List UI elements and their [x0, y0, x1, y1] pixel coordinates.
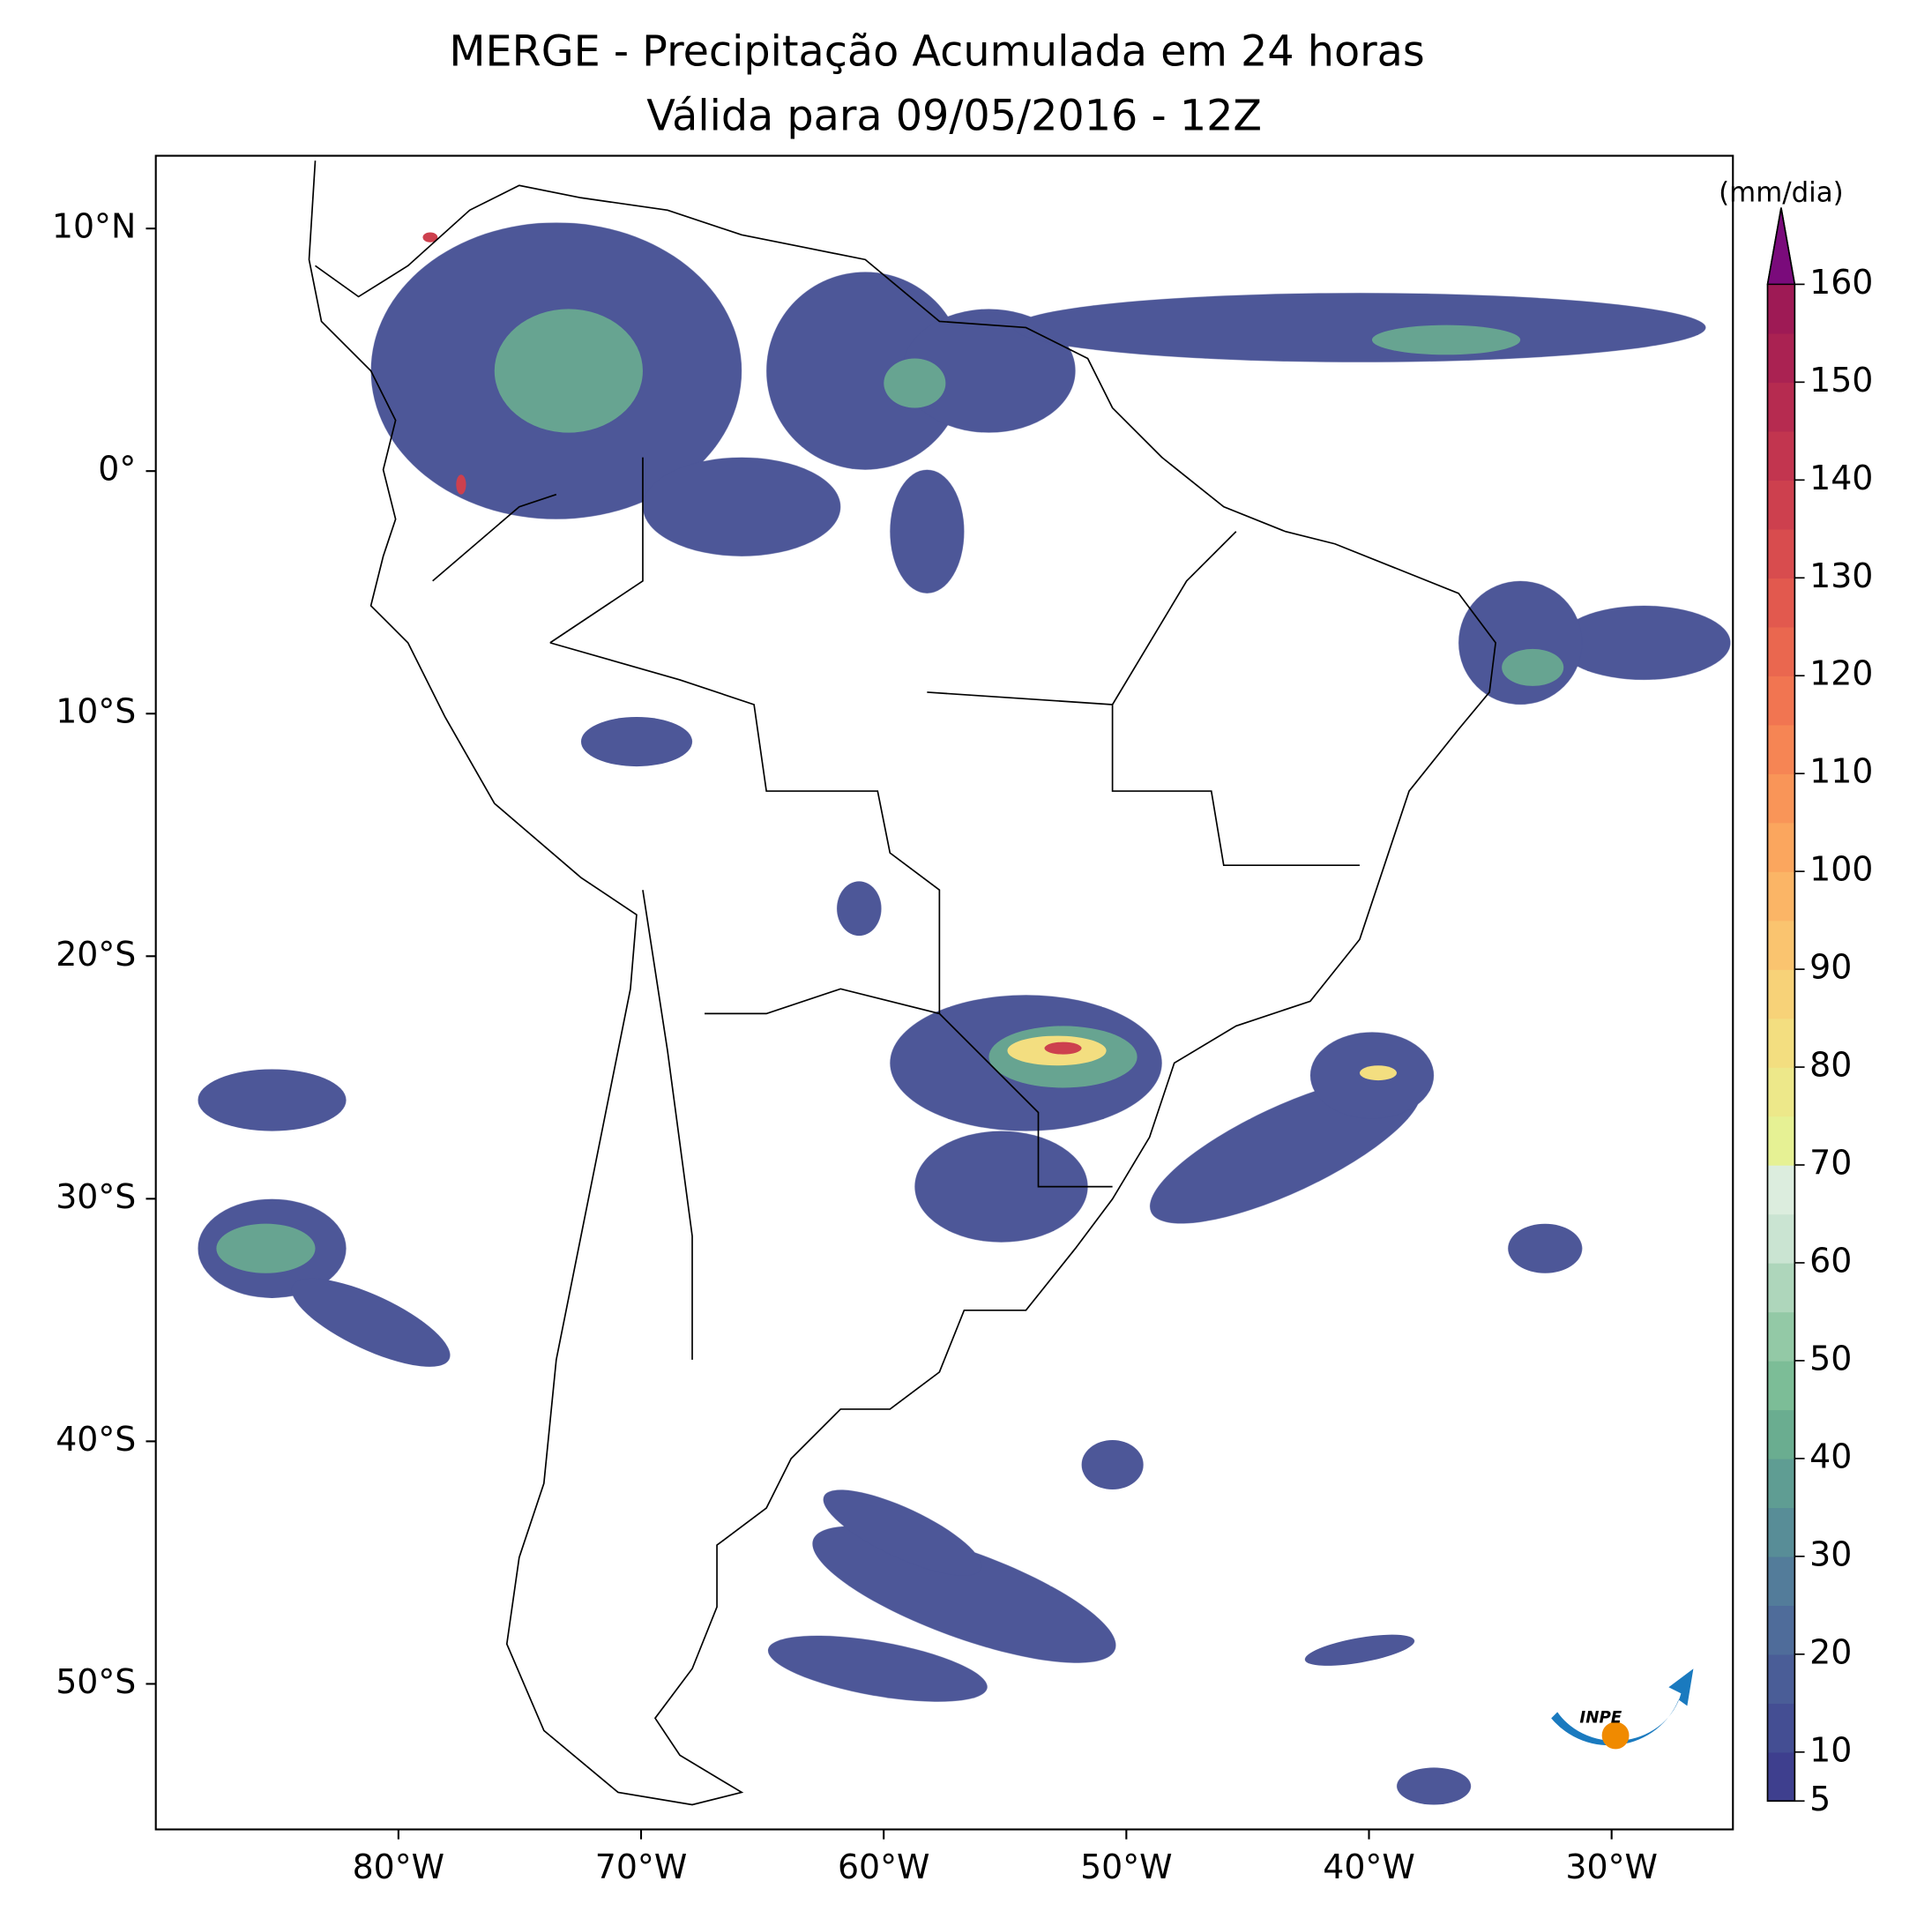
- colorbar-tick-label: 140: [1809, 459, 1873, 497]
- x-tick-label: 80°W: [353, 1848, 444, 1886]
- colorbar-bin: [1767, 1703, 1795, 1753]
- colorbar-tick-label: 20: [1809, 1632, 1852, 1671]
- colorbar-tick-label: 60: [1809, 1241, 1852, 1280]
- x-tick-label: 50°W: [1080, 1848, 1172, 1886]
- colorbar-bin: [1767, 528, 1795, 579]
- colorbar-tick-label: 160: [1809, 263, 1873, 302]
- colorbar-bin: [1767, 430, 1795, 481]
- y-tick-label: 10°S: [56, 692, 136, 731]
- colorbar-bin: [1767, 969, 1795, 1019]
- map-title: MERGE - Precipitação Acumulada em 24 hor…: [449, 28, 1424, 77]
- colorbar-tick-label: 5: [1809, 1780, 1831, 1818]
- inpe-logo: INPE: [1551, 1668, 1694, 1750]
- x-tick-label: 70°W: [595, 1848, 687, 1886]
- x-tick-label: 30°W: [1565, 1848, 1657, 1886]
- colorbar-label: (mm/dia): [1719, 177, 1844, 209]
- colorbar-bin: [1767, 382, 1795, 432]
- colorbar-bin: [1767, 1213, 1795, 1264]
- colorbar-tick-label: 50: [1809, 1339, 1852, 1377]
- y-tick-label: 40°S: [56, 1420, 136, 1459]
- colorbar-tick-label: 110: [1809, 752, 1873, 791]
- coastlines: [308, 160, 1496, 1806]
- colorbar-bin: [1767, 1018, 1795, 1068]
- colorbar-tick-label: 150: [1809, 361, 1873, 399]
- colorbar-bin: [1767, 1067, 1795, 1117]
- colorbar-bin: [1767, 920, 1795, 970]
- colorbar-bin: [1767, 1653, 1795, 1704]
- colorbar-bin: [1767, 1165, 1795, 1215]
- y-tick-label: 20°S: [56, 935, 136, 974]
- colorbar-bin: [1767, 822, 1795, 872]
- map-subtitle: Válida para 09/05/2016 - 12Z: [646, 93, 1262, 141]
- colorbar-tick-label: 120: [1809, 654, 1873, 693]
- colorbar-tick-label: 80: [1809, 1046, 1852, 1085]
- borders: [432, 457, 1360, 1360]
- y-tick-label: 30°S: [56, 1177, 136, 1216]
- colorbar-bin: [1767, 480, 1795, 530]
- x-tick-label: 60°W: [838, 1848, 929, 1886]
- colorbar-tick-label: 70: [1809, 1144, 1852, 1183]
- colorbar-bin: [1767, 676, 1795, 726]
- y-tick-label: 0°: [98, 450, 136, 489]
- colorbar-bin: [1767, 332, 1795, 384]
- colorbar-tick-label: 40: [1809, 1437, 1852, 1475]
- colorbar-bin: [1767, 1458, 1795, 1509]
- colorbar-bin: [1767, 1311, 1795, 1362]
- colorbar-bin: [1767, 773, 1795, 824]
- colorbar-bin: [1767, 1556, 1795, 1607]
- colorbar-bin: [1767, 1360, 1795, 1411]
- colorbar-frame: [1766, 207, 1796, 1803]
- x-tick-label: 40°W: [1323, 1848, 1414, 1886]
- colorbar-tick-label: 130: [1809, 556, 1873, 595]
- colorbar-bin: [1767, 1507, 1795, 1557]
- precipitation: [198, 222, 1731, 1805]
- colorbar-bin: [1767, 626, 1795, 676]
- colorbar-tick-label: 90: [1809, 948, 1852, 987]
- colorbar-bin: [1767, 578, 1795, 628]
- colorbar-tick-label: 10: [1809, 1730, 1852, 1769]
- colorbar-bin: [1767, 724, 1795, 774]
- colorbar-bin: [1767, 1116, 1795, 1166]
- y-tick-label: 10°N: [52, 207, 136, 246]
- colorbar-bin: [1767, 1751, 1795, 1802]
- colorbar-bin: [1767, 871, 1795, 922]
- map-frame: [154, 154, 1734, 1831]
- svg-text:INPE: INPE: [1579, 1708, 1622, 1727]
- colorbar-tick-label: 100: [1809, 850, 1873, 889]
- colorbar-bin: [1767, 1605, 1795, 1655]
- south-america-outline: [308, 160, 1496, 1806]
- colorbar-bin: [1767, 1409, 1795, 1459]
- colorbar-bin: [1767, 284, 1795, 334]
- colorbar-bin: [1767, 1262, 1795, 1313]
- colorbar-tick-label: 30: [1809, 1534, 1852, 1573]
- y-tick-label: 50°S: [56, 1662, 136, 1701]
